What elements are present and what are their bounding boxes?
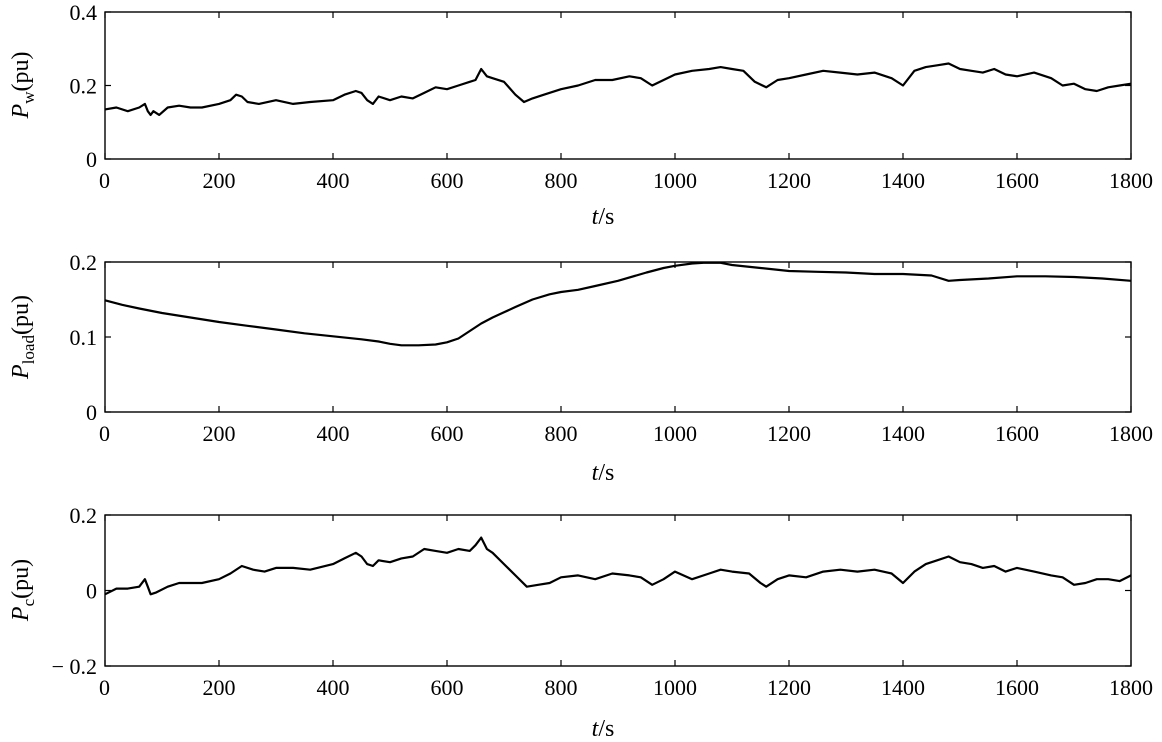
y-tick-label: 0 xyxy=(86,579,97,604)
x-tick-label: 800 xyxy=(545,675,578,700)
x-tick-label: 600 xyxy=(431,168,464,193)
y-axis-label-unit: (pu) xyxy=(8,559,34,599)
y-tick-label: 0.1 xyxy=(70,325,98,350)
x-tick-label: 1800 xyxy=(1109,421,1153,446)
x-axis-label-symbol: t xyxy=(592,204,600,230)
x-tick-label: 1000 xyxy=(653,421,697,446)
x-tick-label: 1800 xyxy=(1109,675,1153,700)
x-tick-label: 800 xyxy=(545,421,578,446)
plot-frame xyxy=(104,514,1132,667)
x-tick-label: 600 xyxy=(431,421,464,446)
x-tick-label: 0 xyxy=(99,421,110,446)
x-tick-label: 1600 xyxy=(995,168,1039,193)
x-tick-label: 1000 xyxy=(653,168,697,193)
y-tick-label: 0.2 xyxy=(70,250,98,275)
x-tick-label: 1800 xyxy=(1109,168,1153,193)
x-tick-label: 1600 xyxy=(995,675,1039,700)
x-axis-label-symbol: t xyxy=(592,716,600,742)
x-tick-label: 1200 xyxy=(767,421,811,446)
y-axis-label-subscript: w xyxy=(19,91,38,104)
x-tick-label: 1200 xyxy=(767,168,811,193)
x-axis-label-unit: /s xyxy=(598,204,614,230)
y-tick-label: 0.2 xyxy=(70,74,98,99)
x-tick-label: 400 xyxy=(317,168,350,193)
x-tick-label: 200 xyxy=(203,168,236,193)
x-tick-label: 400 xyxy=(317,675,350,700)
y-axis-label-symbol: P xyxy=(8,364,34,380)
x-tick-label: 1400 xyxy=(881,675,925,700)
y-tick-label: 0 xyxy=(86,147,97,172)
series-line-1 xyxy=(104,261,1132,347)
x-axis-label: t/s xyxy=(592,204,615,230)
y-tick-label: 0.4 xyxy=(70,0,98,25)
y-axis-label-subscript: load xyxy=(19,335,38,365)
plot-frame xyxy=(104,11,1132,160)
y-axis-label: Pc(pu) xyxy=(8,559,38,622)
x-tick-label: 800 xyxy=(545,168,578,193)
y-axis-label-symbol: P xyxy=(8,103,34,119)
subplot-1: 0 200 400 600 800 1000 1200 1400 1600 1800 0 0.2 0.4… xyxy=(8,0,1153,230)
x-axis-label-symbol: t xyxy=(592,460,600,486)
y-axis-label: Pw(pu) xyxy=(8,52,38,120)
plot-frame xyxy=(104,261,1132,413)
x-axis-label-unit: /s xyxy=(598,716,614,742)
y-axis-label-symbol: P xyxy=(8,606,34,622)
y-axis-label-unit: (pu) xyxy=(8,295,34,335)
x-axis-label-unit: /s xyxy=(598,460,614,486)
y-tick-label: 0.2 xyxy=(70,503,98,528)
x-tick-label: 600 xyxy=(431,675,464,700)
x-tick-label: 0 xyxy=(99,168,110,193)
x-tick-label: 1000 xyxy=(653,675,697,700)
subplot-3: 0 200 400 600 800 1000 1200 1400 1600 1800− 0.200… xyxy=(8,503,1153,742)
y-tick-label: − 0.2 xyxy=(52,654,97,679)
x-tick-label: 1400 xyxy=(881,421,925,446)
x-tick-label: 200 xyxy=(203,421,236,446)
x-tick-label: 1200 xyxy=(767,675,811,700)
y-axis-label-unit: (pu) xyxy=(8,52,34,92)
y-axis-label: Pload(pu) xyxy=(8,295,38,380)
y-axis-label-subscript: c xyxy=(19,598,38,606)
x-tick-label: 1600 xyxy=(995,421,1039,446)
x-axis-label: t/s xyxy=(592,716,615,742)
subplot-2: 0 200 400 600 800 1000 1200 1400 1600 1800 0 0.1 0.2… xyxy=(8,250,1153,486)
y-tick-label: 0 xyxy=(86,400,97,425)
x-tick-label: 0 xyxy=(99,675,110,700)
x-axis-label: t/s xyxy=(592,460,615,486)
x-tick-label: 200 xyxy=(203,675,236,700)
x-tick-label: 400 xyxy=(317,421,350,446)
series-line-1 xyxy=(104,62,1132,116)
series-line-1 xyxy=(104,536,1132,596)
x-tick-label: 1400 xyxy=(881,168,925,193)
